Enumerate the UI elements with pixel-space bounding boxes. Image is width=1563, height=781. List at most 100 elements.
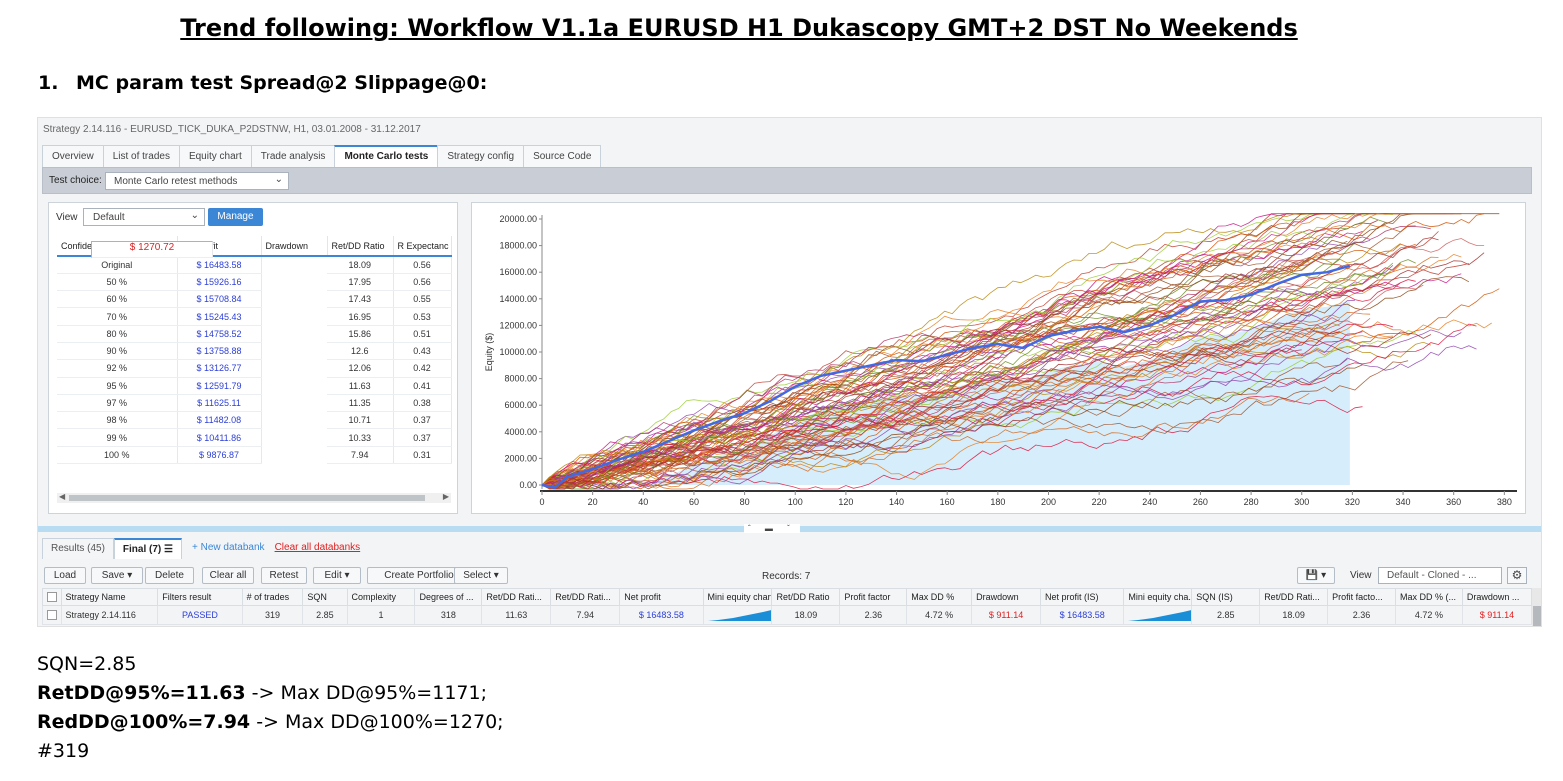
- table-cell: 7.94: [550, 605, 621, 625]
- mini-equity-chart: [1123, 605, 1193, 625]
- column-header[interactable]: Ret/DD Ratio: [771, 588, 841, 606]
- x-tick-label: 360: [1446, 497, 1461, 507]
- edit-button[interactable]: Edit ▾: [313, 567, 361, 584]
- save-icon-button[interactable]: 💾 ▾: [1297, 567, 1335, 584]
- vertical-scrollbar[interactable]: [1532, 588, 1541, 626]
- column-header[interactable]: Degrees of ...: [414, 588, 483, 606]
- table-row[interactable]: 97 %$ 11625.11$ 1182.9211.350.38: [57, 241, 452, 413]
- select-button[interactable]: Select ▾: [454, 567, 508, 584]
- simulation-line: [541, 252, 1485, 486]
- simulation-line: [541, 332, 1340, 490]
- table-row[interactable]: 98 %$ 11482.08$ 1182.9710.710.37: [57, 241, 452, 430]
- select-all-checkbox[interactable]: [42, 588, 62, 606]
- checkbox[interactable]: [47, 610, 57, 621]
- table-row[interactable]: 100 % $ 9876.87 $ 1270.72 7.94 0.31: [57, 241, 452, 465]
- table-row[interactable]: Strategy 2.14.116 PASSED 319 2.85 1 318 11.63 7…: [42, 605, 1533, 625]
- mini-equity-icon: [707, 610, 771, 621]
- load-button[interactable]: Load: [44, 567, 86, 584]
- tab-list-of-trades[interactable]: List of trades: [102, 145, 180, 167]
- table-row[interactable]: 99 %$ 10411.86$ 1243.910.330.37: [57, 241, 452, 447]
- table-row[interactable]: 70 %$ 15245.43$ 911.316.950.53: [57, 241, 452, 326]
- menu-icon[interactable]: ☰: [164, 544, 173, 555]
- tab-trade-analysis[interactable]: Trade analysis: [250, 145, 336, 167]
- tab-monte-carlo-tests[interactable]: Monte Carlo tests: [334, 145, 439, 167]
- row-checkbox[interactable]: [42, 605, 62, 625]
- table-row[interactable]: Original$ 16483.58$ 911.1418.090.56: [57, 241, 452, 274]
- column-header[interactable]: Mini equity chart: [702, 588, 773, 606]
- tab-overview[interactable]: Overview: [42, 145, 104, 167]
- simulation-line: [541, 213, 1462, 486]
- tab-final[interactable]: Final (7) ☰: [113, 538, 182, 559]
- net-profit-cell: $ 15708.84: [177, 290, 262, 309]
- strategy-tabs: Overview List of trades Equity chart Trade …: [42, 145, 602, 167]
- column-header[interactable]: Strategy Name: [60, 588, 159, 606]
- x-tick-label: 240: [1142, 497, 1157, 507]
- new-databank-link[interactable]: + New databank: [192, 542, 265, 553]
- column-header[interactable]: Net profit: [619, 588, 704, 606]
- column-header[interactable]: Ret/DD Rati...: [1259, 588, 1329, 606]
- monte-carlo-equity-chart: 0.00 2000.00 4000.00 6000.00 8000.00 10000.00…: [484, 213, 1517, 507]
- tab-results[interactable]: Results (45): [42, 538, 114, 559]
- simulation-line: [541, 276, 1470, 486]
- table-row[interactable]: 60 %$ 15708.84$ 911.1417.430.55: [57, 241, 452, 309]
- scroll-left-icon[interactable]: ◀: [59, 492, 66, 501]
- delete-button[interactable]: Delete: [145, 567, 194, 584]
- column-header[interactable]: Complexity: [346, 588, 416, 606]
- table-cell: 4.72 %: [1395, 605, 1463, 625]
- scroll-right-icon[interactable]: ▶: [442, 492, 449, 501]
- expectancy-cell: 0.42: [393, 359, 452, 378]
- ret-dd-cell: 15.86: [327, 325, 394, 343]
- confidence-cell: 60 %: [57, 290, 178, 309]
- column-header[interactable]: Ret/DD Rati...: [550, 588, 621, 606]
- test-choice-label: Test choice:: [49, 175, 102, 186]
- note-trades: #319: [37, 740, 90, 762]
- table-row[interactable]: 50 %$ 15926.16$ 911.1417.950.56: [57, 241, 452, 292]
- table-cell: $ 16483.58: [1040, 605, 1125, 625]
- checkbox[interactable]: [47, 592, 57, 603]
- expectancy-cell: 0.51: [393, 325, 452, 343]
- tab-source-code[interactable]: Source Code: [523, 145, 602, 167]
- create-portfolio-button[interactable]: Create Portfolio: [367, 567, 471, 584]
- save-button[interactable]: Save ▾: [91, 567, 143, 584]
- clear-all-button[interactable]: Clear all: [202, 567, 254, 584]
- gear-icon[interactable]: ⚙: [1507, 567, 1527, 584]
- manage-button[interactable]: Manage: [208, 208, 263, 226]
- tab-strategy-config[interactable]: Strategy config: [437, 145, 525, 167]
- column-header: Ret/DD Ratio: [327, 236, 394, 257]
- column-header[interactable]: Net profit (IS): [1040, 588, 1125, 606]
- column-header[interactable]: Max DD %: [906, 588, 973, 606]
- column-header[interactable]: Filters result: [157, 588, 243, 606]
- table-row[interactable]: 90 %$ 13758.88$ 1010.1412.60.43: [57, 241, 452, 361]
- y-tick-label: 14000.00: [499, 294, 537, 304]
- column-header[interactable]: Mini equity cha...: [1123, 588, 1193, 606]
- panel-splitter[interactable]: ˆ ▬ ˇ: [38, 524, 1541, 533]
- x-tick-label: 80: [740, 497, 750, 507]
- scrollbar-thumb[interactable]: [1533, 606, 1541, 626]
- column-header[interactable]: # of trades: [241, 588, 304, 606]
- expectancy-cell: 0.37: [393, 411, 452, 430]
- table-row[interactable]: 92 %$ 13126.77$ 1019.1412.060.42: [57, 241, 452, 378]
- retest-button[interactable]: Retest: [261, 567, 307, 584]
- table-row[interactable]: 80 %$ 14758.52$ 972.1515.860.51: [57, 241, 452, 343]
- column-header[interactable]: SQN (IS): [1191, 588, 1261, 606]
- column-header[interactable]: Drawdown ...: [1461, 588, 1533, 606]
- splitter-handle-icon[interactable]: ˆ ▬ ˇ: [744, 524, 800, 533]
- table-row[interactable]: 95 %$ 12591.79$ 1171.7211.630.41: [57, 241, 452, 395]
- databank-toolbar: Records: 7 💾 ▾ View Default - Cloned - .…: [42, 565, 1532, 587]
- horizontal-scrollbar[interactable]: ◀ ▶: [57, 492, 451, 503]
- x-tick-label: 120: [838, 497, 853, 507]
- column-header[interactable]: Drawdown: [971, 588, 1042, 606]
- view-select[interactable]: Default ⌄: [83, 208, 205, 226]
- clear-databanks-link[interactable]: Clear all databanks: [274, 542, 361, 553]
- test-choice-select[interactable]: Monte Carlo retest methods ⌄: [105, 172, 289, 190]
- ret-dd-cell: 17.43: [327, 290, 394, 309]
- column-header[interactable]: Profit factor: [839, 588, 908, 606]
- mc-results-panel: View Default ⌄ Manage Confidence levelNet…: [48, 202, 458, 514]
- column-header[interactable]: SQN: [302, 588, 348, 606]
- tab-equity-chart[interactable]: Equity chart: [178, 145, 252, 167]
- column-header[interactable]: Max DD % (...: [1395, 588, 1463, 606]
- column-header[interactable]: Ret/DD Rati...: [481, 588, 552, 606]
- scrollbar-thumb[interactable]: [69, 495, 425, 501]
- column-header[interactable]: Profit facto...: [1327, 588, 1396, 606]
- databank-view-select[interactable]: Default - Cloned - ...: [1378, 567, 1502, 584]
